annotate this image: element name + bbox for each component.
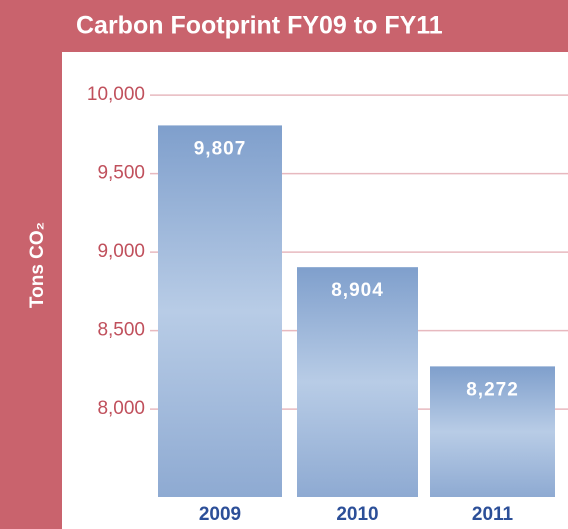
y-tick-label: 9,000 xyxy=(97,241,145,262)
value-label: 9,807 xyxy=(194,138,247,159)
y-tick-label: 8,500 xyxy=(97,320,145,341)
x-tick-label: 2010 xyxy=(336,504,378,525)
value-label: 8,272 xyxy=(466,379,519,400)
value-label: 8,904 xyxy=(331,280,384,301)
axis-strip xyxy=(0,0,62,529)
x-tick-label: 2009 xyxy=(199,504,241,525)
y-tick-label: 9,500 xyxy=(97,163,145,184)
bar xyxy=(158,125,282,498)
y-tick-label: 8,000 xyxy=(97,398,145,419)
bar xyxy=(297,267,418,497)
title-banner xyxy=(0,0,568,52)
y-tick-label: 10,000 xyxy=(87,84,145,105)
bar xyxy=(430,366,555,497)
chart-title: Carbon Footprint FY09 to FY11 xyxy=(76,12,443,40)
y-axis-label: Tons CO₂ xyxy=(27,222,48,308)
x-tick-label: 2011 xyxy=(472,504,514,525)
